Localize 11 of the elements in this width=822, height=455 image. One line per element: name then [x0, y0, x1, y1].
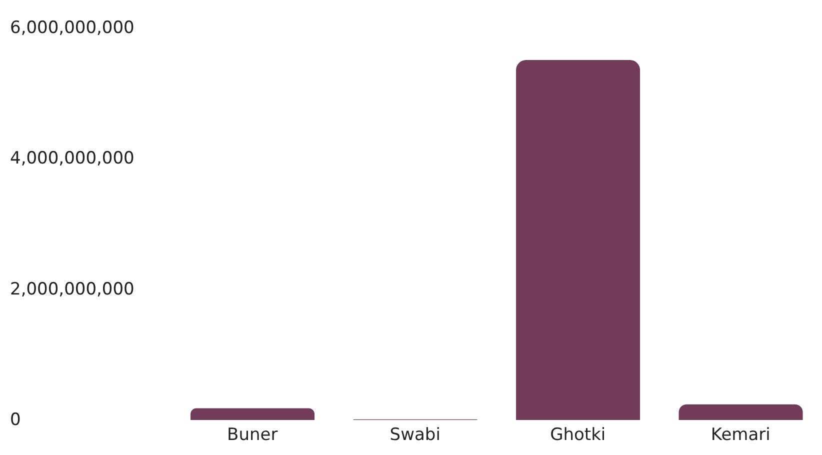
y-tick-label: 0 [10, 410, 21, 430]
bar [516, 60, 640, 420]
y-tick-label: 6,000,000,000 [10, 18, 134, 38]
x-tick-label: Ghotki [550, 425, 606, 446]
bar [190, 408, 315, 420]
y-tick-label: 4,000,000,000 [10, 148, 134, 169]
x-tick-label: Buner [227, 425, 278, 446]
bar [678, 404, 803, 420]
x-tick-label: Kemari [710, 425, 770, 446]
y-tick-label: 2,000,000,000 [10, 279, 134, 300]
x-tick-label: Swabi [390, 425, 440, 446]
